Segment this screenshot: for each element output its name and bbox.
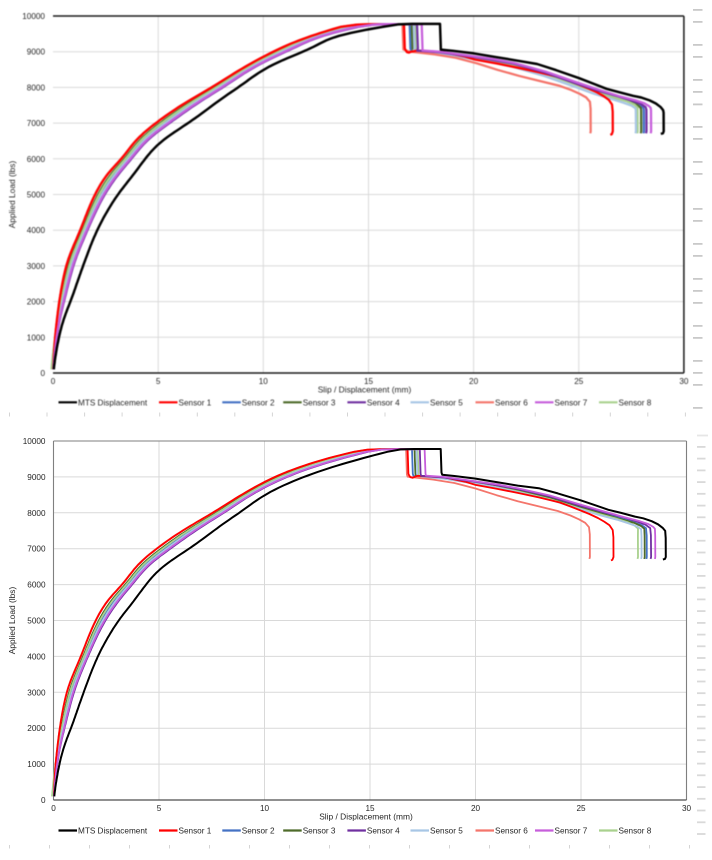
svg-text:5000: 5000 bbox=[27, 617, 46, 626]
svg-text:Sensor 7: Sensor 7 bbox=[555, 827, 588, 836]
svg-text:4000: 4000 bbox=[27, 226, 46, 235]
svg-text:10000: 10000 bbox=[23, 437, 46, 446]
svg-text:3000: 3000 bbox=[27, 688, 46, 697]
svg-text:Sensor 7: Sensor 7 bbox=[555, 398, 588, 407]
svg-text:6000: 6000 bbox=[27, 581, 46, 590]
svg-text:Sensor 2: Sensor 2 bbox=[242, 398, 275, 407]
svg-text:10: 10 bbox=[259, 377, 269, 386]
svg-text:3000: 3000 bbox=[27, 262, 46, 271]
svg-text:Sensor 1: Sensor 1 bbox=[179, 827, 212, 836]
svg-text:Sensor 2: Sensor 2 bbox=[242, 827, 275, 836]
svg-text:Applied Load (lbs): Applied Load (lbs) bbox=[7, 161, 17, 229]
svg-text:15: 15 bbox=[365, 804, 375, 813]
svg-text:Slip / Displacement (mm): Slip / Displacement (mm) bbox=[318, 385, 412, 395]
svg-text:Sensor 3: Sensor 3 bbox=[303, 827, 336, 836]
svg-text:20: 20 bbox=[471, 804, 481, 813]
svg-text:Sensor 4: Sensor 4 bbox=[367, 398, 400, 407]
svg-text:Applied Load (lbs): Applied Load (lbs) bbox=[7, 587, 17, 655]
svg-text:Sensor 5: Sensor 5 bbox=[430, 827, 463, 836]
svg-text:5: 5 bbox=[156, 377, 161, 386]
svg-text:5: 5 bbox=[157, 804, 162, 813]
svg-text:7000: 7000 bbox=[27, 545, 46, 554]
svg-text:0: 0 bbox=[40, 369, 45, 378]
svg-text:25: 25 bbox=[576, 804, 586, 813]
svg-text:8000: 8000 bbox=[27, 83, 46, 92]
svg-text:Sensor 4: Sensor 4 bbox=[367, 827, 400, 836]
svg-text:Sensor 5: Sensor 5 bbox=[430, 398, 463, 407]
svg-text:10: 10 bbox=[260, 804, 270, 813]
svg-text:MTS Displacement: MTS Displacement bbox=[78, 398, 148, 407]
svg-text:Sensor 6: Sensor 6 bbox=[495, 827, 528, 836]
svg-text:Sensor 1: Sensor 1 bbox=[179, 398, 212, 407]
svg-text:Sensor 6: Sensor 6 bbox=[495, 398, 528, 407]
svg-text:2000: 2000 bbox=[27, 724, 46, 733]
svg-text:25: 25 bbox=[574, 377, 584, 386]
svg-text:4000: 4000 bbox=[27, 652, 46, 661]
svg-text:15: 15 bbox=[364, 377, 374, 386]
svg-text:Sensor 8: Sensor 8 bbox=[619, 398, 652, 407]
svg-text:Sensor 3: Sensor 3 bbox=[303, 398, 336, 407]
svg-text:0: 0 bbox=[41, 796, 46, 805]
svg-text:0: 0 bbox=[51, 377, 56, 386]
svg-text:MTS Displacement: MTS Displacement bbox=[78, 827, 148, 836]
svg-text:9000: 9000 bbox=[27, 48, 46, 57]
svg-text:10000: 10000 bbox=[22, 12, 45, 21]
svg-text:2000: 2000 bbox=[27, 298, 46, 307]
svg-text:30: 30 bbox=[682, 804, 692, 813]
svg-text:5000: 5000 bbox=[27, 191, 46, 200]
svg-text:20: 20 bbox=[469, 377, 479, 386]
svg-text:Slip / Displacement (mm): Slip / Displacement (mm) bbox=[319, 812, 413, 822]
svg-text:1000: 1000 bbox=[27, 333, 46, 342]
svg-text:30: 30 bbox=[679, 377, 689, 386]
svg-text:9000: 9000 bbox=[27, 473, 46, 482]
svg-text:1000: 1000 bbox=[27, 760, 46, 769]
svg-text:6000: 6000 bbox=[27, 155, 46, 164]
svg-text:8000: 8000 bbox=[27, 509, 46, 518]
svg-text:0: 0 bbox=[51, 804, 56, 813]
svg-text:7000: 7000 bbox=[27, 119, 46, 128]
svg-text:Sensor 8: Sensor 8 bbox=[619, 827, 652, 836]
